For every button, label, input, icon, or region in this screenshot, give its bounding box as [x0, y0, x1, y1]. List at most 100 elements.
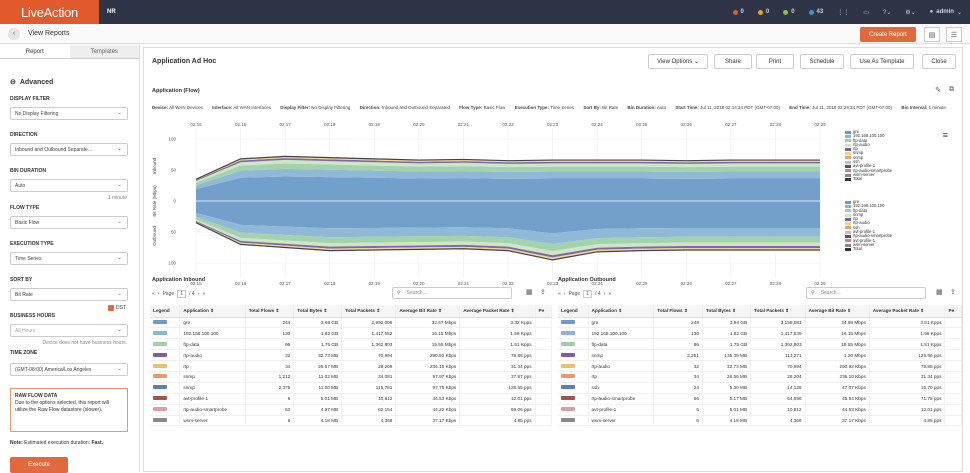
legend-item[interactable]: 192.168.100.100: [845, 203, 892, 208]
columns-icon[interactable]: ▦: [526, 289, 533, 296]
page-input[interactable]: 1: [583, 290, 593, 298]
legend-item[interactable]: wsm-server: [845, 242, 892, 247]
legend-item[interactable]: rtp-audio: [845, 221, 892, 225]
column-header[interactable]: Average Bit Rate ⇕: [805, 305, 870, 318]
column-header[interactable]: Legend: [150, 305, 181, 318]
apps-icon[interactable]: ⋮⋮: [837, 9, 850, 16]
column-header[interactable]: Total Bytes ⇕: [293, 305, 343, 318]
table-row[interactable]: avt-profile-1 6 5.01 MB 10,812 44.53 Kbps 12.…: [150, 393, 553, 405]
column-header[interactable]: Average Packet Rate ⇕: [869, 305, 946, 318]
table-row[interactable]: rtp-audio 32 32.73 MB 70,994 290.92 Kbps 78.8…: [558, 360, 962, 372]
legend-item[interactable]: rtp-audio: [845, 142, 892, 147]
column-header[interactable]: Total Packets ⇕: [750, 305, 806, 318]
direction-select[interactable]: Inbound and Outbound Separate...: [10, 143, 128, 156]
legend-item[interactable]: ssh: [845, 159, 892, 164]
edit-icon[interactable]: ✎: [935, 87, 941, 94]
table-row[interactable]: rtp-audio-smartprobe 66 5.17 MB 64,596 45.94…: [558, 393, 962, 405]
legend-item[interactable]: rtp: [845, 216, 892, 221]
alert-info[interactable]: 43: [808, 9, 823, 15]
column-header[interactable]: Total Flows ⇕: [653, 305, 703, 318]
first-page-icon[interactable]: «: [558, 291, 561, 297]
column-header[interactable]: Application ⇕: [588, 305, 655, 318]
column-header[interactable]: Average Bit Rate ⇕: [395, 305, 461, 318]
bin-duration-select[interactable]: Auto: [10, 179, 128, 192]
legend-item[interactable]: snmp: [845, 155, 892, 160]
create-report-button[interactable]: Create Report: [860, 27, 916, 42]
display-filter-select[interactable]: No Display Filtering: [10, 107, 128, 120]
table-row[interactable]: wsm-server 6 4.18 MB 4,368 37.17 Kbps 4.85 pp…: [150, 415, 553, 427]
legend-item[interactable]: ssh: [845, 225, 892, 230]
legend-item[interactable]: Total: [845, 246, 892, 251]
column-header[interactable]: Pe: [944, 305, 962, 318]
close-button[interactable]: Close: [922, 54, 956, 69]
prev-page-icon[interactable]: ‹: [157, 291, 160, 297]
user-menu[interactable]: ● admin ⌄: [929, 9, 962, 16]
execute-button[interactable]: Execute: [10, 457, 68, 473]
column-header[interactable]: Legend: [558, 305, 589, 318]
next-page-icon[interactable]: ›: [603, 291, 606, 297]
legend-item[interactable]: wsm-server: [845, 172, 892, 177]
flow-type-select[interactable]: Basic Flow: [10, 216, 128, 229]
dst-checkbox[interactable]: DST: [108, 305, 126, 311]
legend-item[interactable]: snmp: [845, 151, 892, 155]
expand-icon[interactable]: ⧉: [949, 86, 954, 93]
table-row[interactable]: wsm-server 6 4.18 MB 4,368 37.17 Kbps 4.85 pp…: [558, 415, 962, 427]
export-icon[interactable]: ⇪: [540, 289, 546, 296]
share-button[interactable]: Share: [714, 54, 752, 69]
column-header[interactable]: Average Packet Rate ⇕: [459, 305, 536, 318]
alert-minor[interactable]: 0: [783, 9, 795, 15]
legend-item[interactable]: rtp: [845, 146, 892, 151]
legend-item[interactable]: rtp-audio-smartprobe: [845, 234, 892, 238]
legend-item[interactable]: gre: [845, 129, 892, 134]
table-row[interactable]: rtp 34 26.56 MB 28,204 236.10 Kbps 31.34 pps: [558, 371, 962, 383]
legend-item[interactable]: ftp-data: [845, 208, 892, 213]
column-header[interactable]: Total Bytes ⇕: [702, 305, 752, 318]
schedule-button[interactable]: Schedule: [800, 54, 844, 69]
columns-icon[interactable]: ▦: [936, 289, 943, 296]
alert-major[interactable]: 0: [757, 9, 769, 15]
last-page-icon[interactable]: »: [202, 291, 206, 297]
tab-report[interactable]: Report: [0, 45, 70, 58]
advanced-toggle[interactable]: ⊖ Advanced: [10, 78, 54, 87]
export-icon[interactable]: ⇪: [950, 289, 956, 296]
alert-critical[interactable]: 0: [732, 9, 744, 15]
tab-templates[interactable]: Templates: [69, 45, 139, 58]
last-page-icon[interactable]: »: [608, 291, 612, 297]
outbound-search-input[interactable]: ⚲ Search...: [806, 287, 926, 299]
table-row[interactable]: ssh 24 5.30 MB 14,128 47.07 Kbps 15.70 pps: [558, 382, 962, 394]
table-row[interactable]: rtp-audio 32 32.73 MB 70,994 290.92 Kbps 78.8…: [150, 349, 553, 362]
back-icon[interactable]: ‹: [8, 27, 20, 40]
table-row[interactable]: 192.168.100.100 130 1.82 GB 1,417,539 16.15 …: [558, 327, 962, 340]
time-zone-select[interactable]: (GMT-08:00) America/Los Angeles: [10, 363, 128, 376]
legend-item[interactable]: 192.168.100.100: [845, 133, 892, 138]
legend-item[interactable]: Total: [845, 176, 892, 181]
column-header[interactable]: Total Flows ⇕: [245, 305, 295, 318]
chart-menu-icon[interactable]: ≡: [942, 130, 948, 140]
liveaction-logo[interactable]: LiveAction: [0, 0, 99, 24]
legend-item[interactable]: snmp: [845, 212, 892, 217]
table-row[interactable]: avt-profile-1 6 5.01 MB 10,812 44.53 Kbps 12.…: [558, 404, 962, 416]
table-row[interactable]: gre 248 3.94 GB 3,158,081 34.98 Mbps 3.51 Kpp…: [558, 317, 962, 329]
execution-type-select[interactable]: Time Series: [10, 252, 128, 265]
sort-by-select[interactable]: Bit Rate: [10, 288, 128, 301]
column-header[interactable]: Pe: [535, 305, 553, 318]
legend-item[interactable]: avt-profile-1: [845, 238, 892, 243]
page-input[interactable]: 1: [177, 290, 187, 298]
legend-item[interactable]: avt-profile-1: [845, 229, 892, 234]
legend-item[interactable]: ftp-data: [845, 138, 892, 143]
print-button[interactable]: Print: [756, 54, 794, 69]
first-page-icon[interactable]: «: [152, 291, 155, 297]
menu-icon[interactable]: ☰: [946, 27, 962, 42]
legend-item[interactable]: rtp-audio-smartprobe: [845, 168, 892, 173]
next-page-icon[interactable]: ›: [197, 291, 200, 297]
legend-item[interactable]: gre: [845, 199, 892, 204]
column-header[interactable]: Application ⇕: [179, 305, 246, 318]
table-row[interactable]: 192.168.100.100 130 1.82 GB 1,417,552 16.15 …: [150, 327, 553, 340]
use-as-template-button[interactable]: Use As Template: [850, 54, 914, 69]
table-row[interactable]: rtp-audio-smartprobe 63 4.97 MB 62,154 44.22…: [150, 404, 553, 416]
clipboard-icon[interactable]: ▤: [924, 27, 940, 42]
table-row[interactable]: rtp 34 26.57 MB 28,209 236.16 Kbps 31.34 pps: [150, 360, 553, 372]
table-row[interactable]: ftp-data 96 1.75 GB 1,362,803 15.55 Mbps 1.51…: [150, 338, 553, 351]
column-header[interactable]: Total Packets ⇕: [341, 305, 397, 318]
legend-item[interactable]: avt-profile-1: [845, 164, 892, 168]
